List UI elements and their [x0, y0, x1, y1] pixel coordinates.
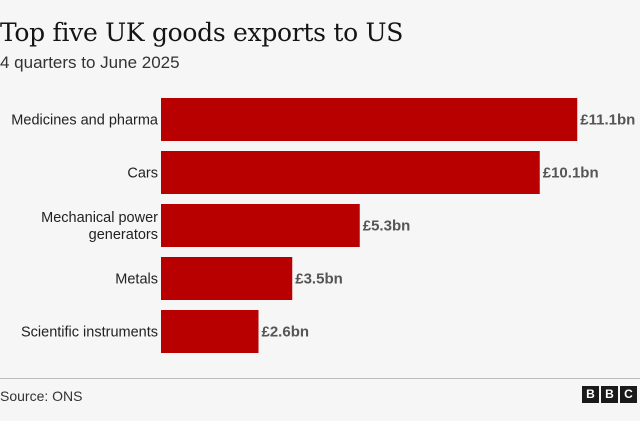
footer-divider	[0, 378, 640, 379]
bar-value-label: £5.3bn	[363, 218, 411, 235]
category-label: Cars	[127, 166, 158, 182]
category-label: Mechanical power generators	[41, 210, 158, 243]
category-label: Metals	[115, 272, 158, 288]
bar	[161, 98, 578, 141]
bar-value-label: £11.1bn	[580, 112, 635, 129]
bar-value-label: £2.6bn	[262, 324, 310, 341]
bar	[161, 204, 360, 247]
source-note: Source: ONS	[0, 388, 83, 404]
chart-subtitle: 4 quarters to June 2025	[0, 53, 180, 72]
bar-value-label: £10.1bn	[543, 165, 599, 182]
category-label: Scientific instruments	[21, 325, 158, 341]
chart-title: Top five UK goods exports to US	[0, 18, 404, 47]
bar	[161, 151, 540, 194]
bar	[161, 310, 259, 353]
bar	[161, 257, 293, 300]
bbc-logo: B B C	[582, 386, 637, 403]
category-label: Medicines and pharma	[11, 113, 159, 129]
bar-chart: £11.1bn Medicines and pharma £10.1bn Cars £5…	[11, 98, 635, 353]
logo-letter: B	[601, 386, 618, 403]
bar-value-label: £3.5bn	[295, 271, 343, 288]
logo-letter: C	[620, 386, 637, 403]
logo-letter: B	[582, 386, 599, 403]
